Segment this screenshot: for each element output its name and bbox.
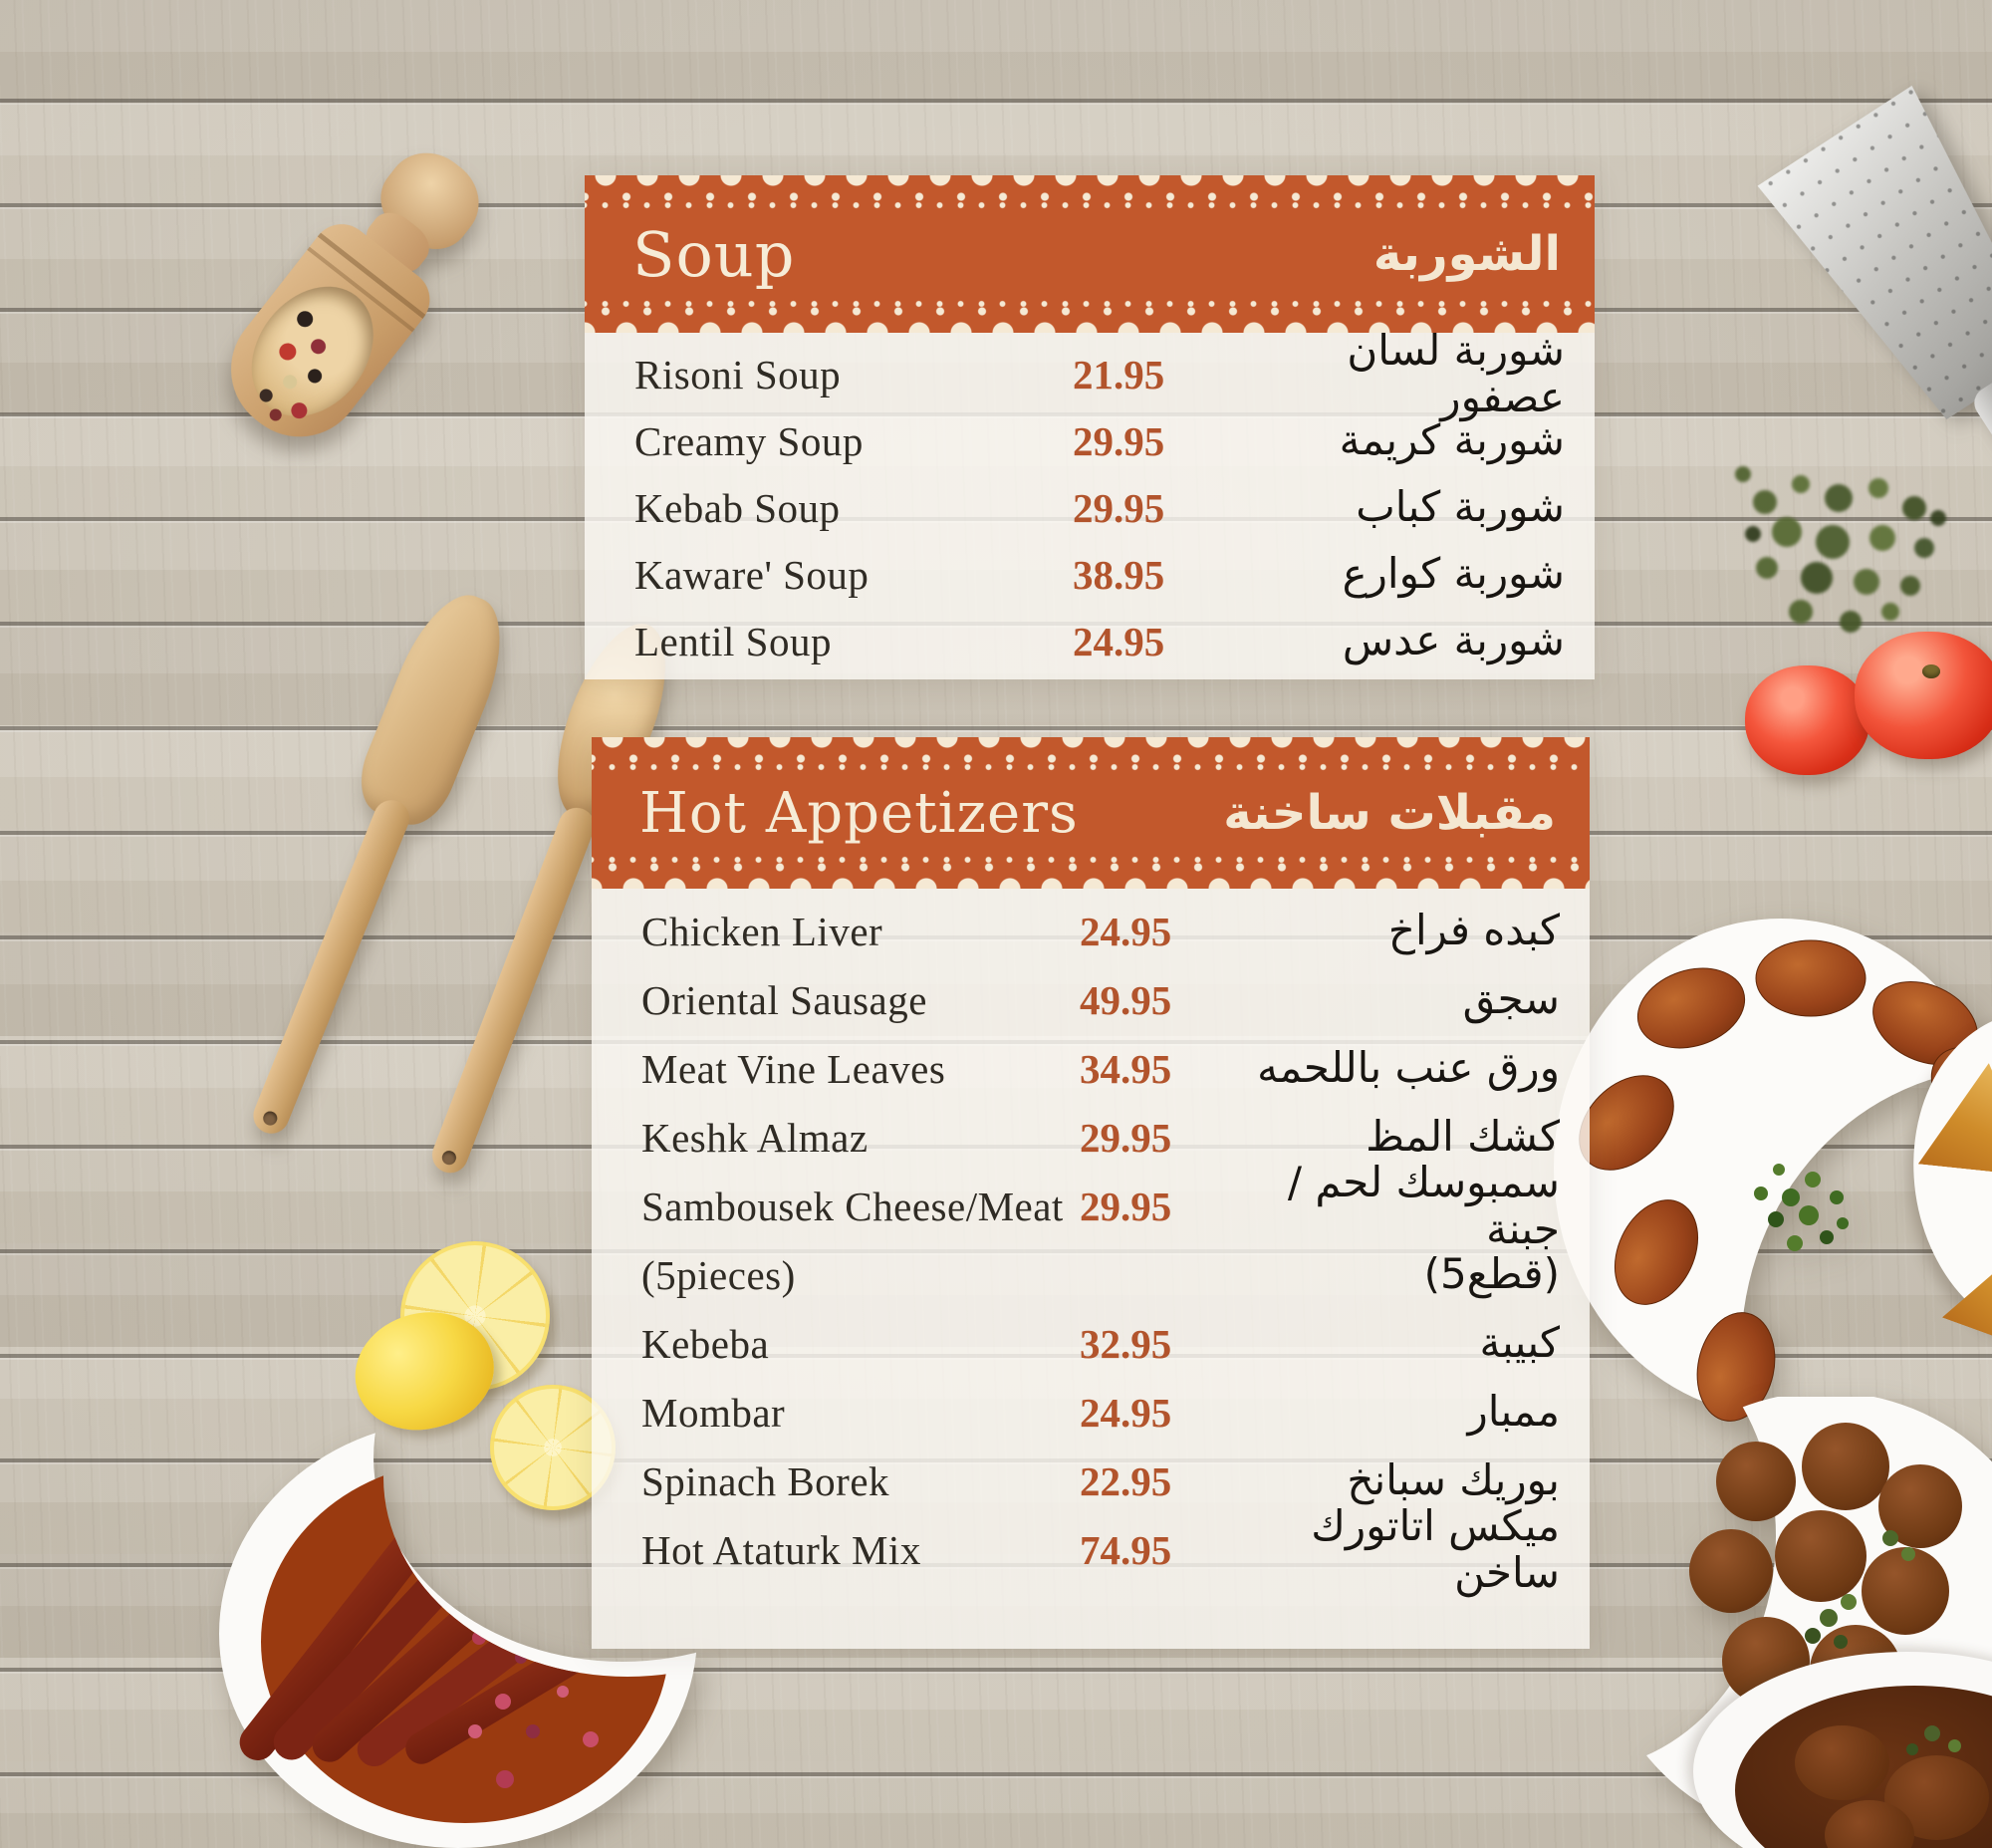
item-name-en: Oriental Sausage xyxy=(641,976,927,1023)
soup-items-list: Risoni Soup 21.95 شوربة لسان عصفور Cream… xyxy=(585,328,1595,674)
spatula-handle xyxy=(247,794,415,1140)
meat-chunk xyxy=(1795,1725,1889,1800)
item-price: 32.95 xyxy=(1080,1320,1172,1367)
menu-item-row: Kebeba 32.95 كبيبة xyxy=(592,1309,1590,1378)
item-name-ar: شوربة عدس xyxy=(1342,616,1565,665)
item-price: 29.95 xyxy=(1080,1183,1172,1229)
hot-appetizers-header: Hot Appetizers مقبلات ساخنة xyxy=(592,737,1590,889)
item-name-en: Risoni Soup xyxy=(634,351,842,397)
item-price: 38.95 xyxy=(1073,551,1165,598)
item-name-ar: شوربة كريمة xyxy=(1339,415,1565,465)
spatula-blade xyxy=(348,580,522,836)
item-name-en: Mombar xyxy=(641,1389,786,1436)
meat-chunk xyxy=(1825,1800,1914,1848)
tomato-icon xyxy=(1745,665,1869,775)
item-price: 34.95 xyxy=(1080,1045,1172,1092)
item-price: 29.95 xyxy=(1073,484,1165,531)
hot-appetizers-items-list: Chicken Liver 24.95 كبده فراخ Oriental S… xyxy=(592,897,1590,1596)
tomato-icon xyxy=(1855,632,1992,759)
sausage-dish-image xyxy=(219,1420,697,1848)
item-name-ar: كبيبة xyxy=(1479,1318,1560,1368)
item-name-en: Keshk Almaz xyxy=(641,1114,869,1161)
menu-item-row: Spinach Borek 22.95 بوريك سبانخ xyxy=(592,1447,1590,1515)
item-name-ar: كشك المظ xyxy=(1366,1112,1560,1162)
parsley-garnish xyxy=(1906,1743,1918,1755)
menu-item-row: Creamy Soup 29.95 شوربة كريمة xyxy=(585,407,1595,474)
dried-herbs-icon xyxy=(1735,466,1751,482)
item-name-en: Creamy Soup xyxy=(634,417,864,464)
item-name-en: Kebeba xyxy=(641,1320,770,1367)
parsley-garnish xyxy=(1948,1739,1961,1752)
item-name-en: Lentil Soup xyxy=(634,618,832,664)
item-name-ar: شوربة كوارع xyxy=(1342,549,1565,599)
item-name-ar: ميكس اتاتورك ساخن xyxy=(1311,1501,1560,1597)
item-name-en: Chicken Liver xyxy=(641,908,883,954)
item-name-ar: (قطع5) xyxy=(1423,1249,1560,1299)
menu-item-row: Hot Ataturk Mix 74.95 ميكس اتاتورك ساخن xyxy=(592,1503,1590,1596)
item-name-ar: كبده فراخ xyxy=(1387,906,1560,955)
lace-border-top xyxy=(592,737,1590,771)
menu-item-row: Sambousek Cheese/Meat 29.95 سمبوسك لحم /… xyxy=(592,1160,1590,1252)
item-price: 29.95 xyxy=(1080,1114,1172,1161)
menu-item-row: Kaware' Soup 38.95 شوربة كوارع xyxy=(585,541,1595,608)
soup-title-ar: الشوربة xyxy=(1372,226,1561,282)
item-name-en: Meat Vine Leaves xyxy=(641,1045,946,1092)
item-price: 21.95 xyxy=(1073,351,1165,397)
item-price: 49.95 xyxy=(1080,976,1172,1023)
item-name-en: Spinach Borek xyxy=(641,1457,890,1504)
item-name-en: (5pieces) xyxy=(641,1251,796,1298)
soup-section: Soup الشوربة Risoni Soup 21.95 شوربة لسا… xyxy=(585,175,1595,679)
hot-appetizers-title-en: Hot Appetizers xyxy=(639,780,1079,846)
hot-appetizers-section: Hot Appetizers مقبلات ساخنة Chicken Live… xyxy=(592,737,1590,1649)
menu-item-row: Chicken Liver 24.95 كبده فراخ xyxy=(592,897,1590,965)
item-price: 24.95 xyxy=(1080,1389,1172,1436)
item-name-ar: ورق عنب باللحمه xyxy=(1257,1043,1560,1093)
lace-border-bottom xyxy=(592,855,1590,889)
item-name-ar: شوربة لسان عصفور xyxy=(1347,326,1565,421)
item-price: 29.95 xyxy=(1073,417,1165,464)
menu-item-row: Meat Vine Leaves 34.95 ورق عنب باللحمه xyxy=(592,1034,1590,1103)
spoon-handle xyxy=(426,802,601,1179)
item-name-en: Kebab Soup xyxy=(634,484,841,531)
item-name-en: Hot Ataturk Mix xyxy=(641,1526,921,1573)
menu-item-row: (5pieces) (قطع5) xyxy=(592,1240,1590,1309)
soup-header: Soup الشوربة xyxy=(585,175,1595,333)
menu-item-row: Risoni Soup 21.95 شوربة لسان عصفور xyxy=(585,328,1595,420)
item-name-ar: بوريك سبانخ xyxy=(1347,1455,1560,1505)
parsley-garnish xyxy=(1805,1530,1915,1649)
menu-item-row: Lentil Soup 24.95 شوربة عدس xyxy=(585,608,1595,674)
wooden-scoop-icon xyxy=(171,104,537,493)
menu-item-row: Oriental Sausage 49.95 سجق xyxy=(592,965,1590,1034)
lace-border-bottom xyxy=(585,299,1595,333)
item-name-ar: سجق xyxy=(1462,974,1560,1024)
menu-item-row: Keshk Almaz 29.95 كشك المظ xyxy=(592,1103,1590,1172)
parsley-garnish xyxy=(1754,1164,1849,1251)
soup-title-en: Soup xyxy=(632,217,796,291)
hot-appetizers-title-ar: مقبلات ساخنة xyxy=(1223,785,1556,841)
item-name-ar: شوربة كباب xyxy=(1356,482,1565,532)
lace-border-top xyxy=(585,175,1595,209)
item-price: 24.95 xyxy=(1080,908,1172,954)
metal-grater-icon xyxy=(1747,79,1992,527)
item-name-en: Kaware' Soup xyxy=(634,551,870,598)
parsley-garnish xyxy=(1924,1725,1940,1741)
item-price: 24.95 xyxy=(1073,618,1165,664)
item-name-ar: ممبار xyxy=(1467,1387,1560,1437)
item-price: 22.95 xyxy=(1080,1457,1172,1504)
menu-item-row: Mombar 24.95 ممبار xyxy=(592,1378,1590,1447)
item-name-ar: سمبوسك لحم /جبنة xyxy=(1287,1158,1560,1253)
grater-face xyxy=(1747,79,1992,443)
item-name-en: Sambousek Cheese/Meat xyxy=(641,1183,1064,1229)
item-price: 74.95 xyxy=(1080,1526,1172,1573)
menu-item-row: Kebab Soup 29.95 شوربة كباب xyxy=(585,474,1595,541)
kibbeh-plate-image xyxy=(1554,919,1992,1422)
